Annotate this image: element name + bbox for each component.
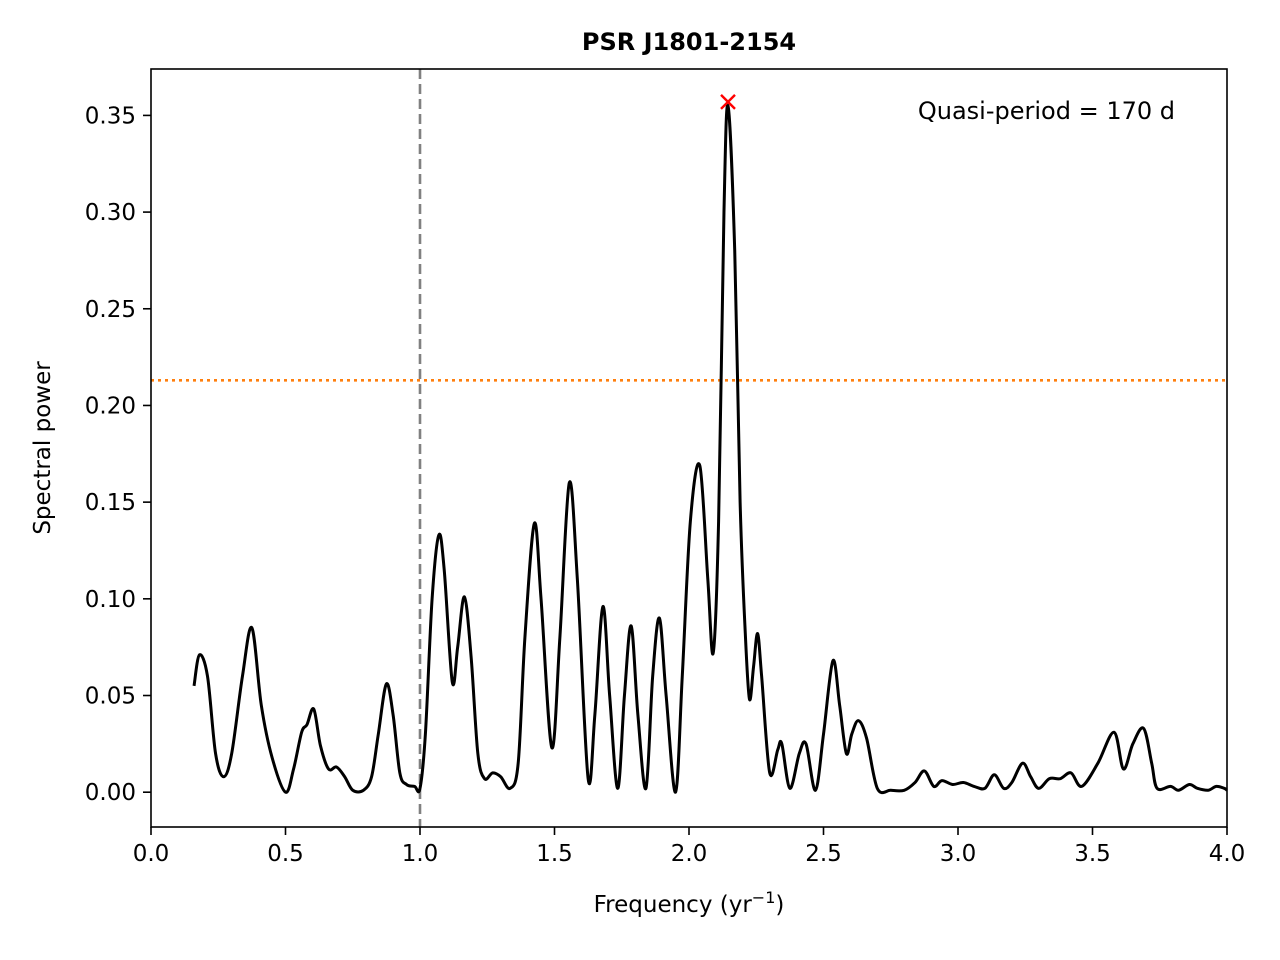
x-tick-label: 1.5 (536, 841, 573, 867)
x-axis-label: Frequency (yr−1) (594, 888, 785, 918)
y-tick-label: 0.15 (85, 490, 136, 516)
x-tick-label: 2.0 (671, 841, 708, 867)
y-tick-label: 0.05 (85, 684, 136, 710)
y-tick-label: 0.00 (85, 780, 136, 806)
x-tick-label: 3.5 (1074, 841, 1111, 867)
plot-area (151, 69, 1228, 827)
x-tick-label: 0.5 (267, 841, 304, 867)
x-tick-label: 2.5 (805, 841, 842, 867)
y-tick-label: 0.10 (85, 587, 136, 613)
x-tick-label: 3.0 (940, 841, 977, 867)
x-tick-label: 4.0 (1209, 841, 1246, 867)
x-axis-ticks: 0.0 0.5 1.0 1.5 2.0 2.5 3.0 3.5 4.0 (133, 827, 1246, 867)
x-tick-label: 1.0 (402, 841, 439, 867)
y-axis-ticks: 0.00 0.05 0.10 0.15 0.20 0.25 0.30 0.35 (85, 103, 151, 806)
quasi-period-annotation: Quasi-period = 170 d (918, 97, 1175, 125)
peak-marker (720, 94, 736, 110)
y-tick-label: 0.35 (85, 103, 136, 129)
y-tick-label: 0.20 (85, 393, 136, 419)
y-tick-label: 0.30 (85, 200, 136, 226)
spectral-power-line (192, 103, 1228, 795)
y-tick-label: 0.25 (85, 297, 136, 323)
x-tick-label: 0.0 (133, 841, 170, 867)
axes-frame (150, 68, 1228, 828)
chart-title: PSR J1801-2154 (582, 28, 796, 56)
y-axis-label: Spectral power (30, 361, 56, 535)
